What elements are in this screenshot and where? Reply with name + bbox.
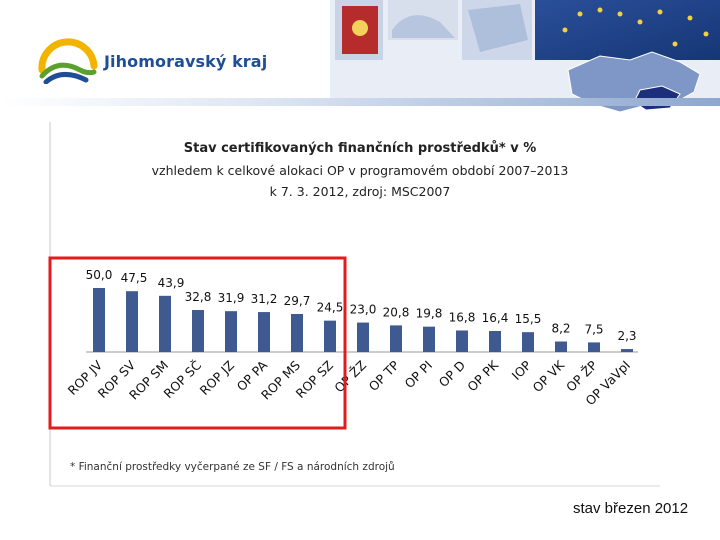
value-label-13: 15,5	[515, 312, 542, 326]
header-banner	[0, 0, 720, 113]
map-detail-2	[468, 4, 528, 52]
value-label-10: 19,8	[416, 307, 443, 321]
chart-title-block: Stav certifikovaných finančních prostřed…	[152, 141, 569, 199]
value-label-5: 31,2	[251, 292, 278, 306]
value-label-14: 8,2	[551, 322, 570, 336]
bar-9	[390, 325, 402, 352]
value-label-0: 50,0	[86, 268, 113, 282]
bar-16	[621, 349, 633, 352]
category-label-13: IOP	[509, 357, 535, 383]
value-label-12: 16,4	[482, 311, 509, 325]
category-label-3: ROP SČ	[160, 357, 204, 401]
header-divider	[0, 98, 720, 106]
bar-8	[357, 322, 369, 352]
value-label-1: 47,5	[121, 271, 148, 285]
grape-icon	[352, 20, 368, 36]
value-label-8: 23,0	[350, 303, 377, 317]
bar-11	[456, 330, 468, 352]
category-label-8: OP ŽZ	[331, 358, 369, 396]
value-labels-group: 50,0 47,5 43,932,8 31,9 31,2 29,7 24,5 23,0 20,8…	[86, 268, 637, 343]
value-label-9: 20,8	[383, 305, 410, 319]
bar-14	[555, 341, 567, 352]
footer-note: stav březen 2012	[573, 500, 689, 517]
bar-12	[489, 331, 501, 352]
value-label-6: 29,7	[284, 294, 311, 308]
bar-3	[192, 310, 204, 352]
category-label-11: OP D	[436, 358, 469, 391]
bar-1	[126, 291, 138, 352]
category-label-7: ROP SZ	[293, 358, 337, 402]
value-label-16: 2,3	[617, 329, 636, 343]
highlight-box	[48, 256, 347, 430]
category-label-14: OP VK	[530, 357, 568, 395]
bar-6	[291, 313, 303, 352]
bar-15	[588, 342, 600, 352]
bar-10	[423, 326, 435, 352]
bar-5	[258, 312, 270, 352]
value-label-4: 31,9	[218, 291, 245, 305]
chart-footnote: * Finanční prostředky vyčerpané ze SF / …	[70, 461, 395, 473]
bars-group	[93, 288, 633, 352]
category-label-10: OP PI	[401, 358, 435, 392]
category-label-9: OP TP	[366, 357, 403, 394]
value-label-15: 7,5	[584, 322, 603, 336]
brand-name: Jihomoravský kraj	[104, 52, 268, 71]
map-detail-1	[392, 15, 455, 38]
category-label-4: ROP JZ	[197, 358, 238, 399]
value-label-3: 32,8	[185, 290, 212, 304]
category-label-12: OP PK	[464, 357, 501, 394]
chart-subtitle-2: k 7. 3. 2012, zdroj: MSC2007	[270, 184, 451, 199]
bar-2	[159, 295, 171, 352]
chart-subtitle-1: vzhledem k celkové alokaci OP v programo…	[152, 163, 569, 178]
region-logo-icon	[38, 38, 98, 84]
bar-0	[93, 288, 105, 352]
value-label-11: 16,8	[449, 310, 476, 324]
eu-stars-icon	[562, 7, 709, 47]
bar-13	[522, 332, 534, 352]
chart-title: Stav certifikovaných finančních prostřed…	[184, 141, 537, 156]
bar-7	[324, 320, 336, 352]
bar-4	[225, 311, 237, 352]
value-label-7: 24,5	[317, 301, 344, 315]
value-label-2: 43,9	[158, 276, 185, 290]
